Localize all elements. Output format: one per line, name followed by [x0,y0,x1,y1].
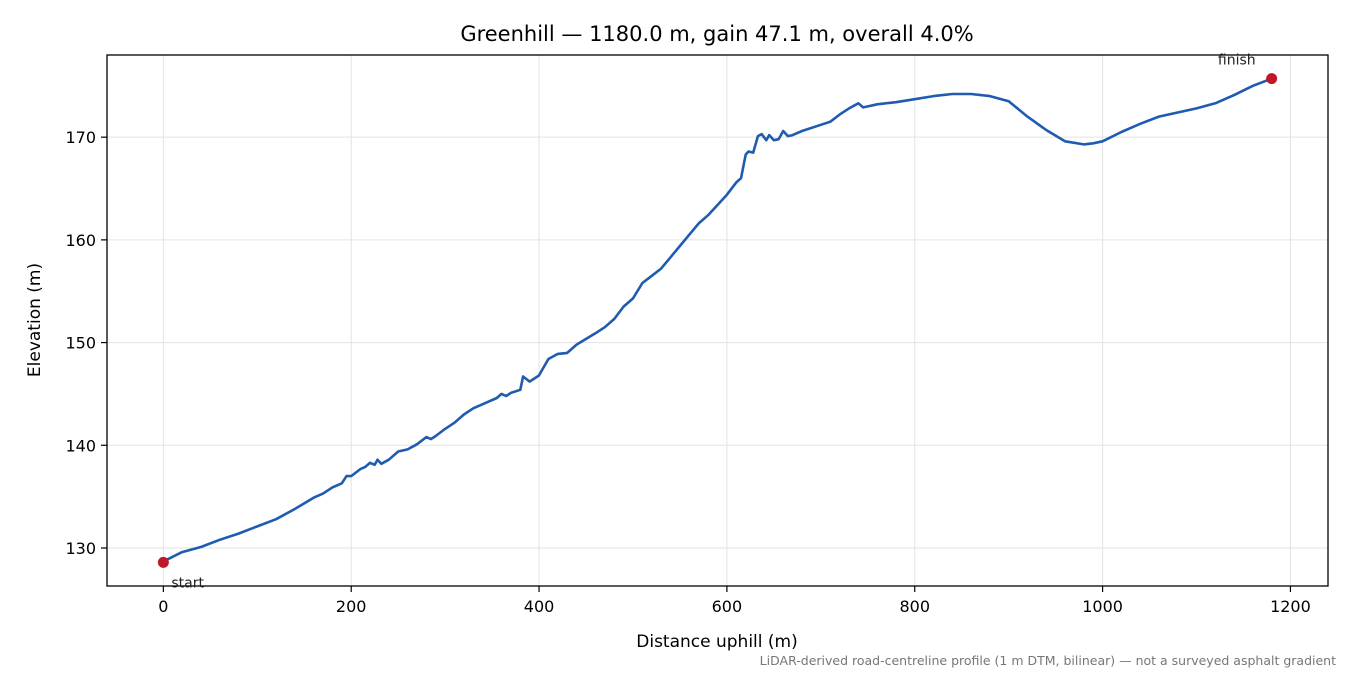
y-tick-label: 140 [65,436,96,455]
y-tick-label: 150 [65,334,96,353]
start-marker [157,556,169,568]
x-tick-label: 0 [158,597,168,616]
finish-label: finish [1218,53,1256,69]
x-axis-label: Distance uphill (m) [636,632,797,652]
finish-marker [1266,73,1278,85]
plot-frame [106,54,1329,587]
y-axis-label: Elevation (m) [25,263,45,377]
x-tick-label: 400 [524,597,555,616]
x-tick-label: 1000 [1082,597,1123,616]
x-tick-label: 200 [336,597,367,616]
axis-ticks: 0 200 400 600 800 1000 1200 130 140 150 160 170 [65,128,1310,616]
y-tick-label: 130 [65,539,96,558]
y-tick-label: 160 [65,231,96,250]
y-tick-label: 170 [65,128,96,147]
x-tick-label: 600 [712,597,743,616]
start-label: start [171,575,204,591]
chart-title: Greenhill — 1180.0 m, gain 47.1 m, overa… [460,22,973,46]
elevation-line [162,77,1273,563]
data-source-footnote: LiDAR-derived road-centreline profile (1… [760,653,1336,668]
grid [107,55,1328,586]
markers: start finish [157,53,1278,591]
x-tick-label: 800 [899,597,930,616]
x-tick-label: 1200 [1270,597,1311,616]
